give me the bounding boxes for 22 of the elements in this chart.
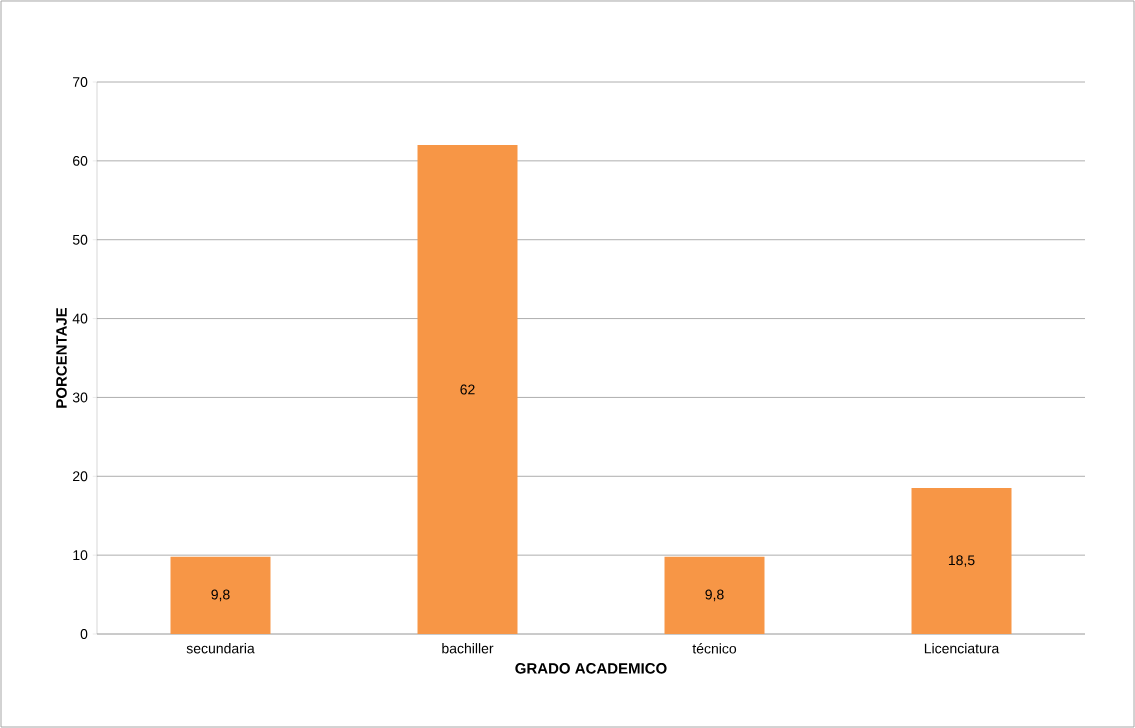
y-tick-label: 40 <box>72 313 88 324</box>
data-label: 18,5 <box>948 555 975 567</box>
x-axis-title: GRADO ACADEMICO <box>515 663 667 674</box>
y-tick-label: 20 <box>73 471 88 482</box>
x-tick-label: secundaria <box>186 643 255 654</box>
data-label: 62 <box>460 384 475 395</box>
y-axis-title: PORCENTAJE <box>56 307 67 408</box>
y-tick-label: 10 <box>73 550 88 561</box>
x-tick-label: bachiller <box>442 643 494 654</box>
y-tick-label: 30 <box>72 392 88 403</box>
data-label: 9,8 <box>211 589 230 602</box>
x-tick-label: técnico <box>692 643 737 654</box>
data-label: 9,8 <box>705 589 724 602</box>
y-tick-label: 50 <box>72 234 88 245</box>
y-tick-label: 60 <box>73 155 88 166</box>
bar <box>664 556 765 634</box>
bar <box>170 556 271 634</box>
x-tick-label: Licenciatura <box>924 643 1000 654</box>
y-tick-label: 0 <box>80 629 88 639</box>
y-tick-label: 70 <box>73 77 88 87</box>
bar <box>911 488 1012 634</box>
bar <box>417 145 518 634</box>
